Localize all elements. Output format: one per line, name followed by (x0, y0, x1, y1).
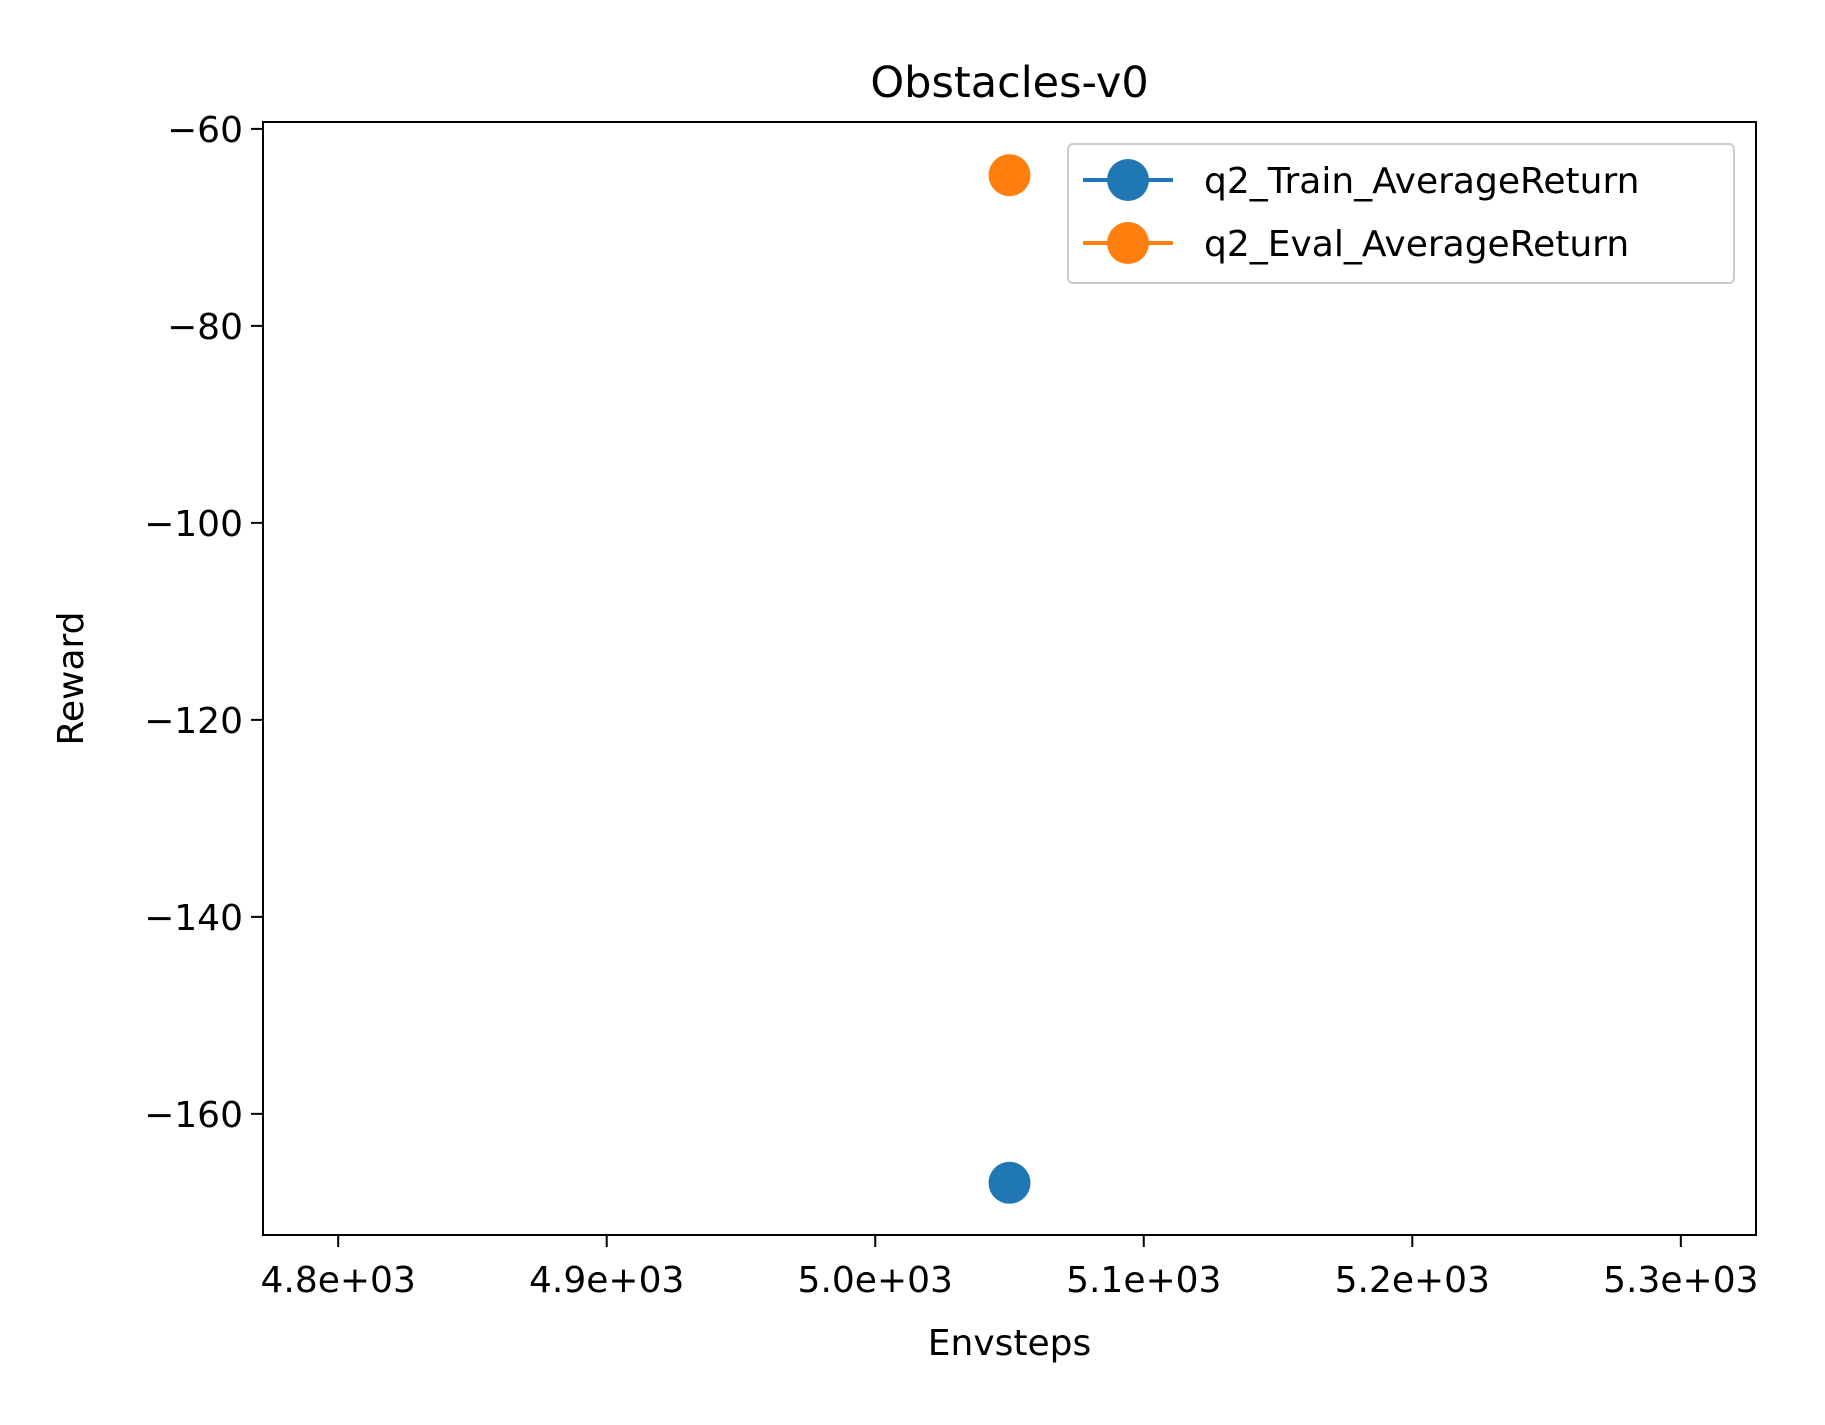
legend-box (1067, 143, 1735, 284)
x-tick-label: 5.1e+03 (1066, 1260, 1221, 1301)
x-tick-label: 4.8e+03 (260, 1260, 415, 1301)
y-axis-label: Reward (51, 611, 92, 745)
legend-marker (1107, 222, 1149, 264)
data-series (988, 154, 1031, 1204)
y-tick-label: −80 (167, 307, 243, 348)
legend-marker (1107, 159, 1149, 201)
legend-entry: q2_Train_AverageReturn (1083, 159, 1639, 202)
plot-frame (262, 121, 1757, 1236)
data-point (988, 1161, 1031, 1204)
x-tick-label: 5.3e+03 (1603, 1260, 1758, 1301)
legend: q2_Train_AverageReturn q2_Eval_AverageRet… (1067, 143, 1735, 284)
x-tick-label: 5.0e+03 (798, 1260, 953, 1301)
y-tick-label: −140 (144, 898, 243, 939)
series-1 (988, 154, 1031, 197)
y-tick-label: −120 (144, 701, 243, 742)
plot-area (263, 122, 1756, 1235)
series-0 (988, 1161, 1031, 1204)
y-tick-label: −160 (144, 1095, 243, 1136)
data-point (988, 154, 1031, 197)
x-axis-ticks: 4.8e+03 4.9e+03 5.0e+03 5.1e+03 5.2e+03 5.3e+… (260, 1235, 1759, 1301)
x-tick-label: 5.2e+03 (1335, 1260, 1490, 1301)
legend-entries: q2_Train_AverageReturn q2_Eval_AverageRet… (1083, 159, 1639, 265)
y-tick-label: −60 (167, 110, 243, 151)
legend-label: q2_Eval_AverageReturn (1204, 224, 1629, 265)
x-axis-label: Envsteps (928, 1323, 1092, 1364)
y-axis-ticks: −60 −80 −100 −120 −140 −160 (144, 110, 263, 1136)
x-tick-label: 4.9e+03 (529, 1260, 684, 1301)
y-tick-label: −100 (144, 504, 243, 545)
legend-entry: q2_Eval_AverageReturn (1083, 222, 1629, 265)
chart-title: Obstacles-v0 (870, 58, 1148, 108)
legend-label: q2_Train_AverageReturn (1204, 161, 1639, 202)
